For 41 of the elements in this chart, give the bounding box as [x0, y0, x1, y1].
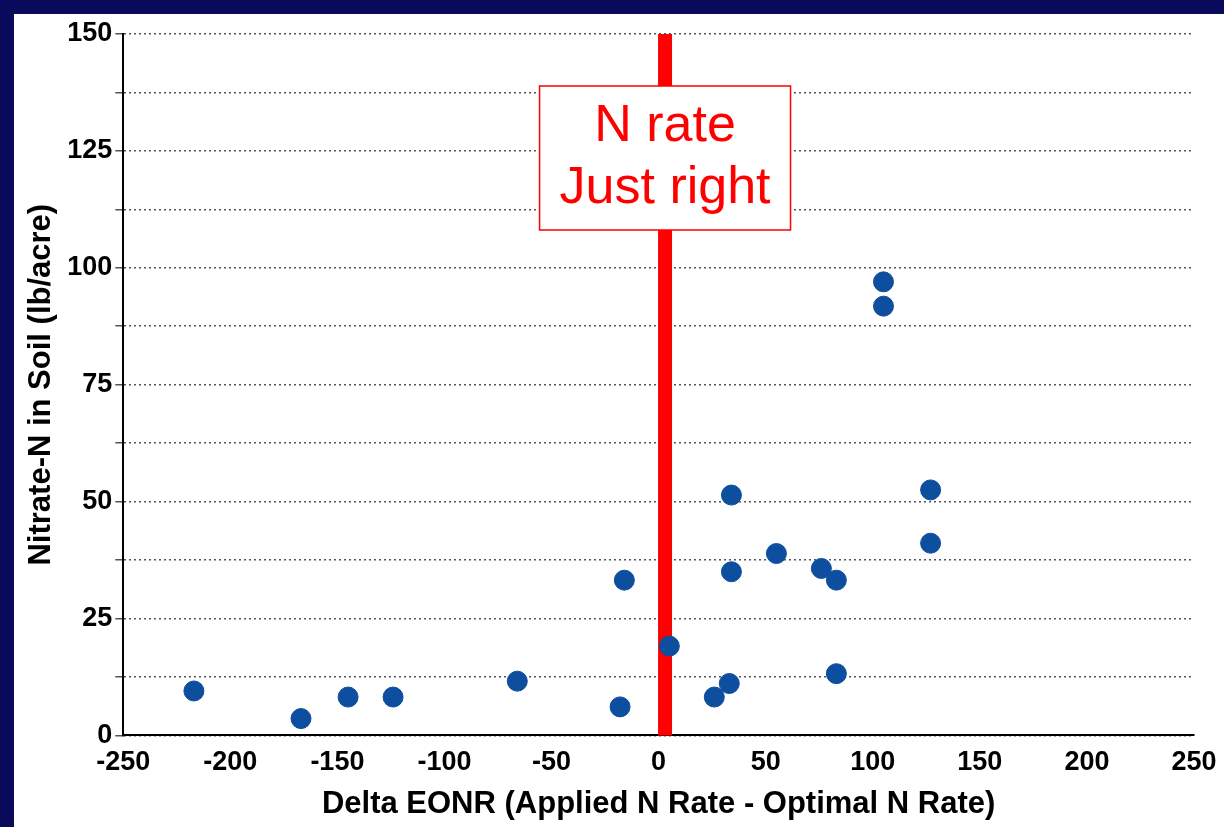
x-tick-label: 50	[750, 746, 781, 777]
point	[920, 532, 942, 554]
y-tick-label: 150	[67, 17, 113, 48]
y-tick-label: 0	[97, 718, 113, 749]
x-tick-label: 250	[1171, 746, 1217, 777]
x-axis-title: Delta EONR (Applied N Rate - Optimal N Rate)	[321, 784, 996, 820]
point	[810, 557, 832, 579]
ref-line-label: N rate Just right	[559, 94, 772, 215]
point	[183, 680, 205, 702]
point	[658, 635, 680, 657]
point	[920, 479, 942, 501]
point	[382, 686, 404, 708]
point	[613, 569, 635, 591]
x-tick-label: -100	[417, 746, 472, 777]
x-tick-label: -200	[203, 746, 258, 777]
y-tick-label: 100	[67, 251, 113, 282]
y-tick-label: 25	[82, 601, 113, 632]
point	[720, 484, 742, 506]
point	[609, 696, 631, 718]
point	[703, 686, 725, 708]
point	[290, 708, 312, 730]
y-tick-label: 75	[82, 368, 113, 399]
point	[872, 295, 894, 317]
x-tick-label: 150	[957, 746, 1003, 777]
x-tick-label: 0	[651, 746, 667, 777]
x-tick-label: 200	[1064, 746, 1110, 777]
y-axis-title: Nitrate-N in Soil (lb/acre)	[22, 203, 58, 566]
x-tick-label: 100	[850, 746, 896, 777]
point	[337, 686, 359, 708]
point	[872, 271, 894, 293]
point	[720, 561, 742, 583]
x-tick-label: -50	[532, 746, 572, 777]
x-tick-label: -250	[96, 746, 151, 777]
point	[825, 663, 847, 685]
point	[765, 543, 787, 564]
y-tick-label: 50	[82, 485, 113, 516]
x-tick-label: -150	[310, 746, 365, 777]
point	[506, 670, 528, 692]
point	[718, 673, 740, 694]
point	[825, 569, 847, 591]
y-tick-label: 125	[67, 134, 113, 165]
